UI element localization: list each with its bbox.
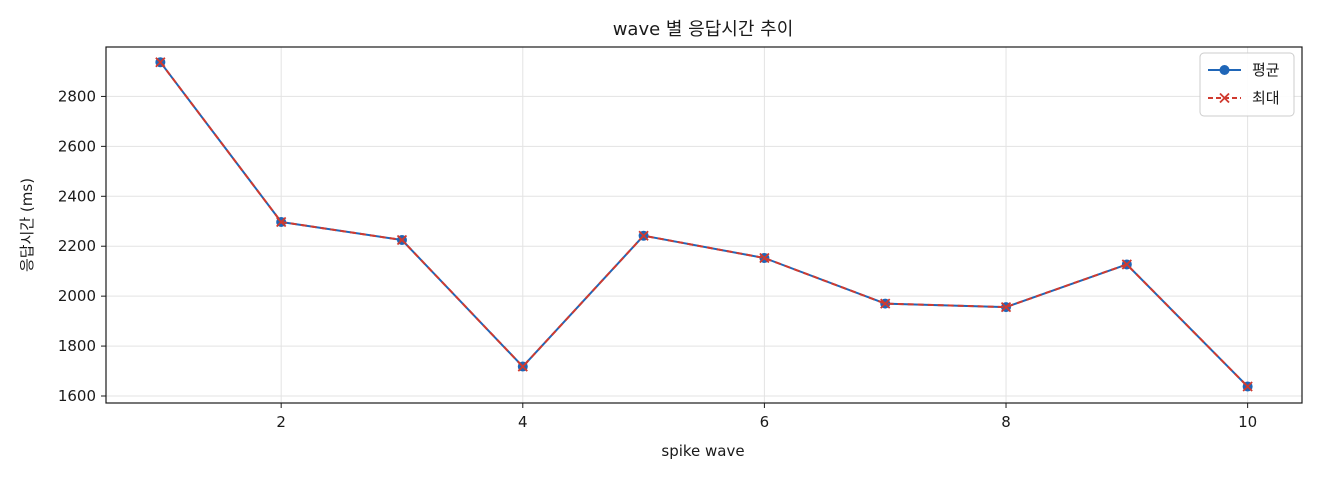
legend-box <box>1199 52 1295 117</box>
data-point <box>880 298 891 309</box>
legend-marker <box>1219 65 1230 75</box>
legend-label: 평균 <box>1252 61 1280 79</box>
series-1 <box>155 57 1253 392</box>
plot-frame <box>105 46 1303 404</box>
data-point <box>155 57 166 68</box>
x-tick-label: 8 <box>1001 413 1011 431</box>
y-tick-label: 1800 <box>58 337 96 355</box>
x-tick-label: 6 <box>760 413 770 431</box>
y-tick-label: 2600 <box>58 137 96 155</box>
series-lines <box>155 57 1253 392</box>
data-point <box>638 230 649 241</box>
y-tick-label: 2800 <box>58 87 96 105</box>
legend-item: 평균 <box>1208 61 1280 79</box>
series-line <box>159 61 1249 388</box>
data-point <box>1000 301 1012 313</box>
y-tick-label: 2200 <box>58 237 96 255</box>
x-tick-label: 2 <box>276 413 286 431</box>
legend-label: 최대 <box>1252 89 1280 107</box>
data-point <box>1121 259 1132 270</box>
legend-item: 최대 <box>1208 89 1280 107</box>
data-point <box>276 216 287 228</box>
data-point <box>759 252 770 264</box>
data-point <box>1242 381 1253 392</box>
axis-ticks: 2 4 6 8 10 1600 1800 2000 2200 2400 2600 2800 <box>58 87 1257 431</box>
x-tick-label: 4 <box>518 413 528 431</box>
chart-title: wave 별 응답시간 추이 <box>613 19 794 40</box>
y-axis-label: 응답시간 (ms) <box>18 178 36 272</box>
series-line <box>159 61 1249 388</box>
y-tick-label: 2000 <box>58 287 96 305</box>
data-point <box>396 234 408 246</box>
y-tick-label: 2400 <box>58 187 96 205</box>
series-2 <box>155 57 1253 392</box>
x-axis-label: spike wave <box>661 442 744 460</box>
data-point <box>517 361 528 372</box>
legend-marker <box>1219 92 1230 104</box>
x-tick-label: 10 <box>1238 413 1257 431</box>
y-tick-label: 1600 <box>58 387 96 405</box>
